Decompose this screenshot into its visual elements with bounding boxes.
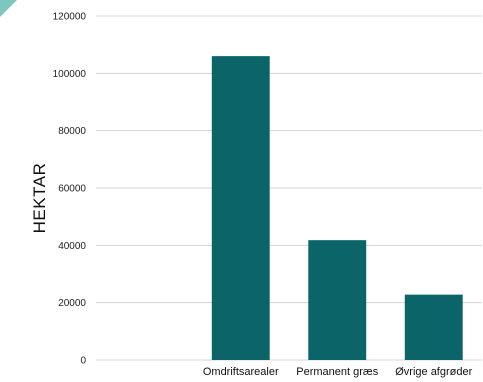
y-tick-label: 100000 — [53, 69, 87, 80]
x-tick-label: Omdriftsarealer — [203, 366, 279, 378]
x-tick-label: Permanent græs — [296, 366, 378, 378]
bar — [211, 56, 270, 361]
x-axis-ticks: Omdriftsarealer Permanent græs Øvrige afgr… — [203, 366, 473, 378]
y-tick-label: 60000 — [58, 184, 86, 195]
bar — [308, 240, 367, 360]
y-axis-ticks: 0 20000 40000 60000 80000 100000 120000 — [53, 12, 87, 367]
bar — [404, 294, 463, 360]
y-tick-label: 20000 — [58, 298, 86, 309]
y-axis-title: HEKTAR — [30, 163, 49, 234]
corner-decoration — [0, 0, 17, 17]
x-tick-label: Øvrige afgrøder — [395, 366, 472, 378]
y-tick-label: 0 — [80, 356, 86, 367]
y-tick-label: 80000 — [58, 126, 86, 137]
y-tick-label: 120000 — [53, 12, 87, 23]
bars — [211, 56, 463, 361]
y-tick-label: 40000 — [58, 241, 86, 252]
